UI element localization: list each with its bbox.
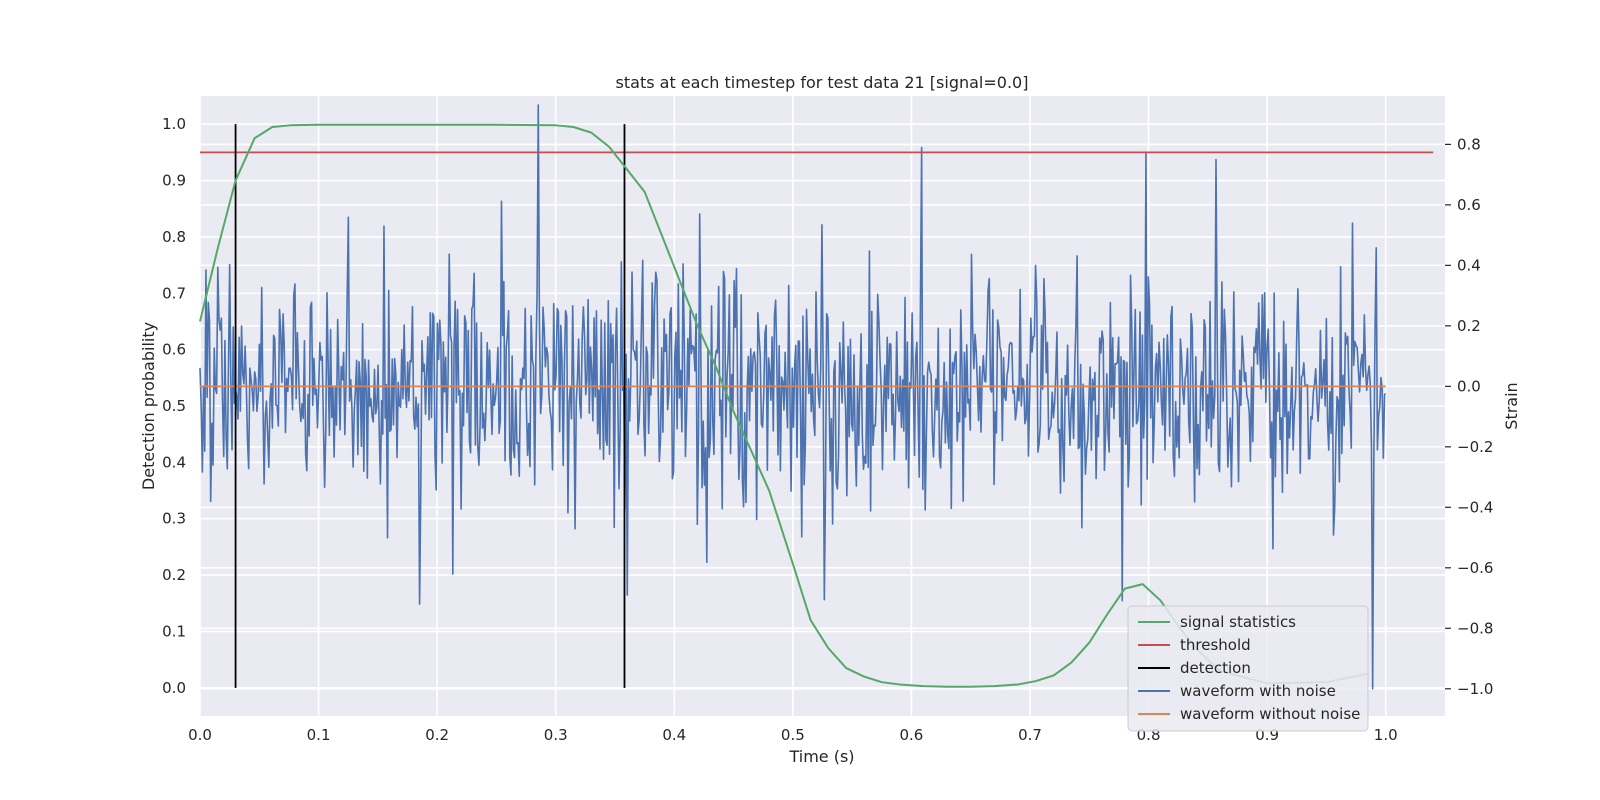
y-axis-label: Detection probability	[139, 322, 158, 490]
x-tick-label: 0.6	[899, 726, 923, 744]
y-tick-label: 0.4	[162, 453, 186, 471]
legend-box	[1127, 605, 1369, 732]
right-y-tick-label: −0.2	[1457, 438, 1493, 456]
x-tick-label: 0.4	[662, 726, 686, 744]
right-y-tick-label: −0.6	[1457, 559, 1493, 577]
legend-entry: signal statistics	[1180, 613, 1296, 631]
y-tick-label: 0.2	[162, 566, 186, 584]
series-signal-statistics	[199, 123, 1369, 688]
y-tick-label: 0.3	[162, 510, 186, 528]
legend-entry: detection	[1180, 659, 1251, 677]
y-tick-label: 0.8	[162, 228, 186, 246]
x-tick-label: 0.5	[781, 726, 805, 744]
x-tick-label: 0.7	[1018, 726, 1042, 744]
y-tick-label: 0.0	[162, 679, 186, 697]
x-axis-label: Time (s)	[788, 747, 854, 766]
right-y-tick-label: 0.4	[1457, 256, 1481, 274]
chart-title: stats at each timestep for test data 21 …	[616, 73, 1029, 92]
right-y-tick-label: −0.8	[1457, 619, 1493, 637]
y-tick-label: 0.1	[162, 622, 186, 640]
right-y-tick-label: −1.0	[1457, 680, 1493, 698]
legend-entry: waveform without noise	[1180, 705, 1360, 723]
x-tick-label: 0.1	[307, 726, 331, 744]
x-tick-label: 0.0	[188, 726, 212, 744]
right-y-axis-label: Strain	[1502, 382, 1521, 429]
right-y-tick-label: 0.8	[1457, 135, 1481, 153]
legend: signal statistics threshold detection wavef…	[1127, 605, 1369, 732]
y-tick-label: 0.7	[162, 284, 186, 302]
y-tick-label: 0.6	[162, 341, 186, 359]
legend-entry: waveform with noise	[1180, 682, 1336, 700]
right-y-tick-label: −0.4	[1457, 498, 1493, 516]
right-y-tick-label: 0.6	[1457, 196, 1481, 214]
y-tick-label: 0.9	[162, 172, 186, 190]
tick-labels: 0.0 0.1 0.2 0.3 0.4 0.5 0.6 0.7 0.8 0.9 1.0 0.0 0.1 0…	[162, 115, 1493, 744]
right-y-tick-label: 0.2	[1457, 317, 1481, 335]
x-tick-label: 0.2	[425, 726, 449, 744]
x-tick-label: 1.0	[1374, 726, 1398, 744]
x-tick-label: 0.3	[544, 726, 568, 744]
series-waveform-with-noise	[199, 104, 1386, 690]
y-tick-label: 1.0	[162, 115, 186, 133]
y-tick-label: 0.5	[162, 397, 186, 415]
series-layer	[199, 104, 1434, 690]
legend-entry: threshold	[1180, 636, 1251, 654]
right-y-tick-label: 0.0	[1457, 377, 1481, 395]
